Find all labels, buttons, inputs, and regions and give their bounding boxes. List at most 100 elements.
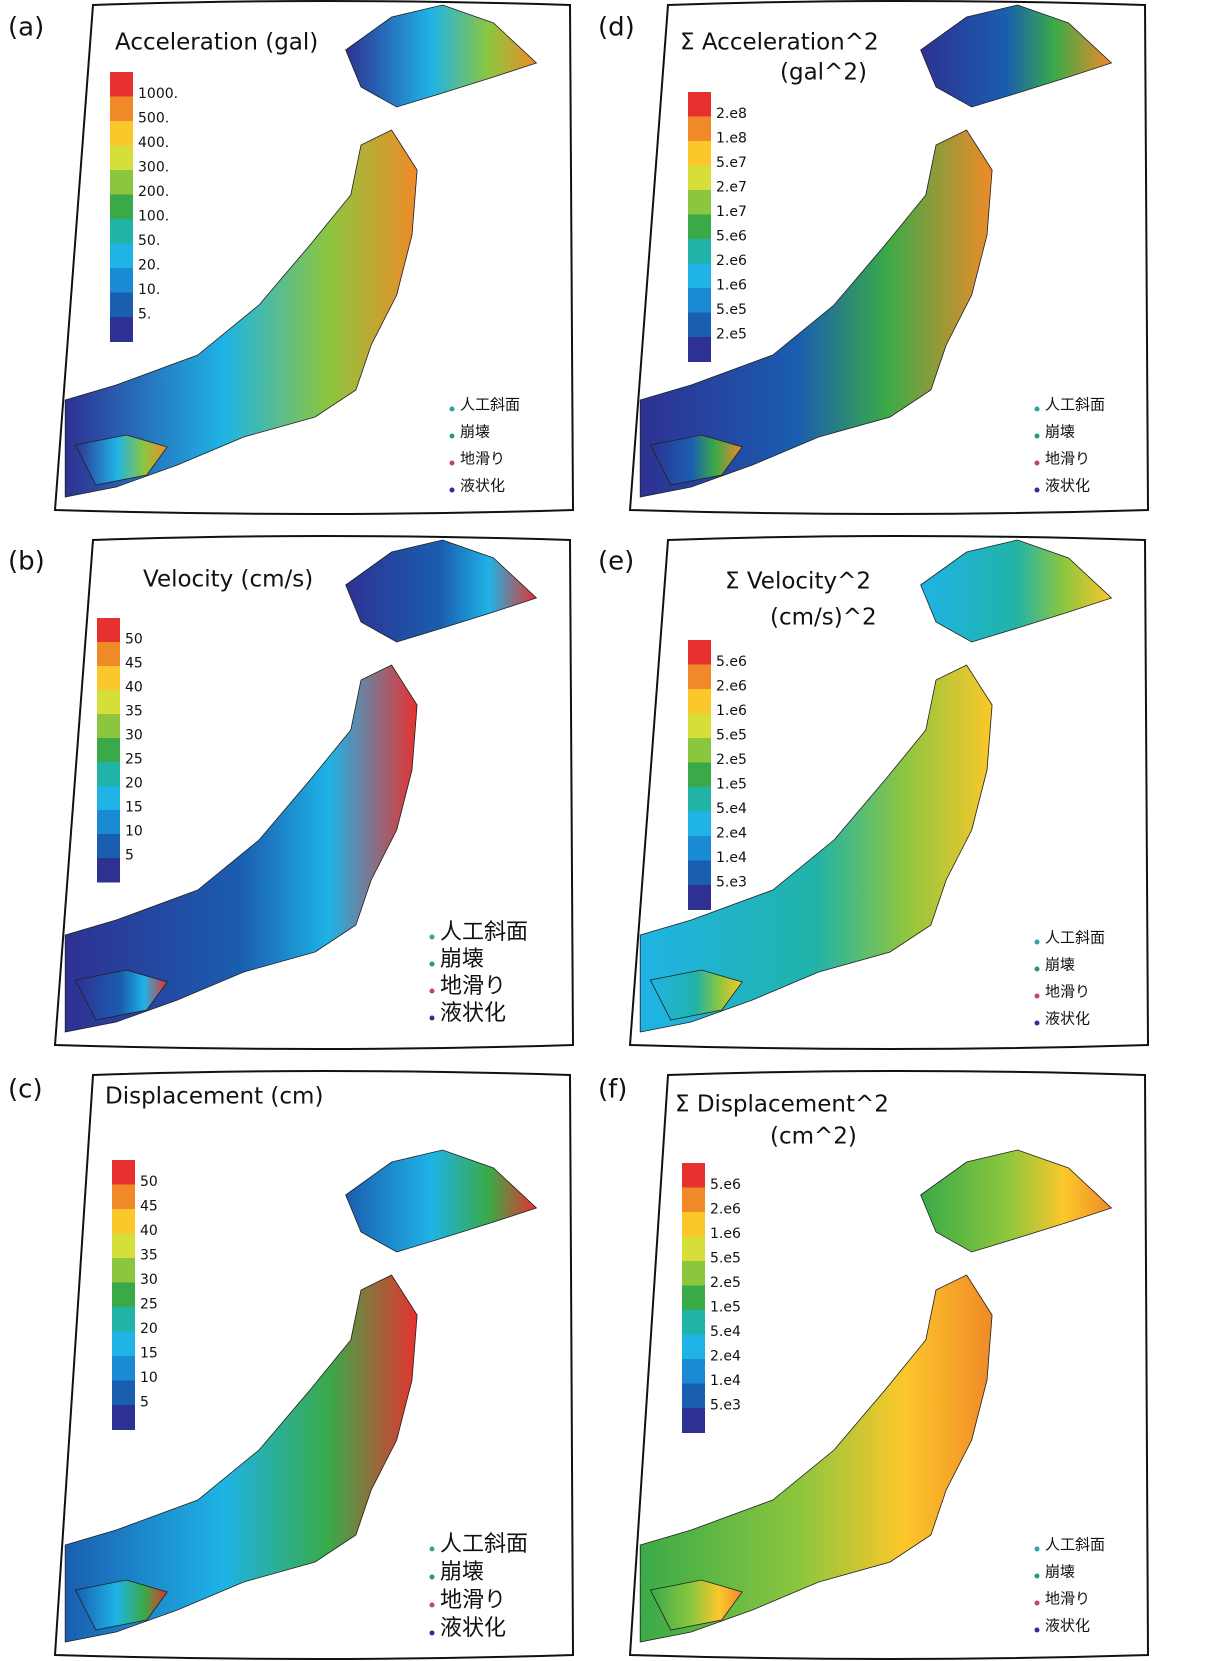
colorbar-cell bbox=[682, 1236, 705, 1262]
colorbar-label: 20. bbox=[138, 258, 160, 274]
legend-label: 崩壊 bbox=[1045, 956, 1075, 974]
colorbar-cell bbox=[110, 317, 133, 342]
colorbar-label: 5 bbox=[125, 848, 134, 864]
colorbar-cell bbox=[688, 190, 711, 215]
colorbar-cell bbox=[110, 170, 133, 195]
panel-label: (c) bbox=[8, 1075, 43, 1105]
colorbar-cell bbox=[97, 738, 120, 763]
colorbar-cell bbox=[97, 762, 120, 787]
colorbar-cell bbox=[97, 714, 120, 739]
colorbar-cell bbox=[110, 121, 133, 146]
legend-label: 液状化 bbox=[1045, 477, 1090, 495]
legend-dot bbox=[429, 988, 435, 994]
colorbar-label: 5.e3 bbox=[716, 875, 747, 891]
colorbar-cell bbox=[110, 292, 133, 318]
legend-label: 崩壊 bbox=[440, 1560, 484, 1585]
legend-dot bbox=[1034, 487, 1040, 493]
colorbar-cell bbox=[112, 1331, 135, 1357]
map-title: (cm^2) bbox=[770, 1124, 857, 1150]
colorbar-label: 5 bbox=[140, 1395, 149, 1411]
legend-label: 人工斜面 bbox=[1045, 929, 1105, 947]
colorbar-cell bbox=[97, 666, 120, 691]
map-title: (gal^2) bbox=[780, 60, 867, 86]
colorbar-cell bbox=[688, 263, 711, 289]
colorbar-cell bbox=[688, 214, 711, 240]
colorbar-cell bbox=[688, 860, 711, 886]
colorbar-cell bbox=[688, 288, 711, 313]
colorbar-cell bbox=[682, 1310, 705, 1335]
legend-dot bbox=[1034, 406, 1040, 412]
colorbar-label: 2.e6 bbox=[716, 679, 747, 695]
colorbar-cell bbox=[110, 96, 133, 122]
legend-label: 地滑り bbox=[1045, 1590, 1090, 1608]
colorbar-label: 2.e4 bbox=[716, 826, 747, 842]
colorbar-label: 35 bbox=[140, 1248, 158, 1264]
map-title: Σ Displacement^2 bbox=[675, 1092, 889, 1118]
colorbar-cell bbox=[688, 713, 711, 739]
legend-label: 人工斜面 bbox=[1045, 1536, 1105, 1554]
colorbar-cell bbox=[688, 337, 711, 362]
colorbar-label: 2.e8 bbox=[716, 106, 747, 122]
legend-label: 地滑り bbox=[440, 1588, 506, 1613]
legend-label: 液状化 bbox=[440, 1616, 506, 1641]
colorbar-label: 1.e7 bbox=[716, 204, 747, 220]
colorbar-cell bbox=[112, 1282, 135, 1308]
legend-dot bbox=[1034, 1020, 1040, 1026]
panel-label: (b) bbox=[8, 547, 45, 577]
colorbar-cell bbox=[112, 1184, 135, 1210]
colorbar-cell bbox=[682, 1285, 705, 1311]
colorbar-label: 1.e4 bbox=[710, 1373, 741, 1389]
colorbar-cell bbox=[688, 836, 711, 861]
map-title: Displacement (cm) bbox=[105, 1084, 323, 1110]
colorbar-label: 2.e6 bbox=[710, 1202, 741, 1218]
legend-dot bbox=[1034, 1546, 1040, 1552]
legend-dot bbox=[429, 1546, 435, 1552]
colorbar-cell bbox=[112, 1356, 135, 1381]
legend-label: 人工斜面 bbox=[440, 920, 528, 945]
legend-dot bbox=[1034, 1573, 1040, 1579]
legend-label: 人工斜面 bbox=[440, 1532, 528, 1557]
legend-label: 地滑り bbox=[440, 974, 506, 999]
colorbar-label: 1.e5 bbox=[710, 1300, 741, 1316]
colorbar-cell bbox=[688, 640, 711, 665]
colorbar-label: 2.e6 bbox=[716, 253, 747, 269]
colorbar-label: 5.e6 bbox=[716, 654, 747, 670]
colorbar-label: 25 bbox=[140, 1297, 158, 1313]
colorbar-label: 2.e5 bbox=[710, 1275, 741, 1291]
colorbar-label: 40 bbox=[140, 1223, 158, 1239]
legend-label: 崩壊 bbox=[460, 423, 490, 441]
legend-dot bbox=[429, 934, 435, 940]
colorbar-cell bbox=[112, 1209, 135, 1234]
colorbar-label: 10 bbox=[140, 1370, 158, 1386]
colorbar-cell bbox=[688, 664, 711, 690]
map-title: Acceleration (gal) bbox=[115, 30, 318, 56]
colorbar-label: 2.e5 bbox=[716, 752, 747, 768]
colorbar-label: 45 bbox=[140, 1199, 158, 1215]
legend-dot bbox=[429, 1602, 435, 1608]
legend-label: 人工斜面 bbox=[1045, 396, 1105, 414]
legend-label: 崩壊 bbox=[1045, 1563, 1075, 1581]
colorbar-label: 10 bbox=[125, 824, 143, 840]
colorbar-label: 5.e4 bbox=[716, 801, 747, 817]
colorbar-label: 1.e6 bbox=[716, 278, 747, 294]
colorbar-cell bbox=[97, 810, 120, 835]
legend-label: 崩壊 bbox=[440, 947, 484, 972]
colorbar-cell bbox=[682, 1187, 705, 1213]
colorbar-cell bbox=[688, 239, 711, 264]
colorbar-cell bbox=[110, 145, 133, 171]
legend-label: 地滑り bbox=[1045, 450, 1090, 468]
colorbar-label: 5.e4 bbox=[710, 1324, 741, 1340]
colorbar-cell bbox=[110, 243, 133, 269]
colorbar-label: 10. bbox=[138, 282, 160, 298]
colorbar-cell bbox=[112, 1258, 135, 1283]
map-title: (cm/s)^2 bbox=[770, 605, 877, 631]
colorbar-label: 100. bbox=[138, 209, 169, 225]
legend-label: 液状化 bbox=[1045, 1010, 1090, 1028]
colorbar-label: 20 bbox=[140, 1321, 158, 1337]
colorbar-label: 1.e5 bbox=[716, 777, 747, 793]
colorbar-label: 2.e5 bbox=[716, 327, 747, 343]
colorbar-cell bbox=[688, 811, 711, 837]
legend-dot bbox=[1034, 966, 1040, 972]
colorbar-label: 5.e5 bbox=[716, 728, 747, 744]
